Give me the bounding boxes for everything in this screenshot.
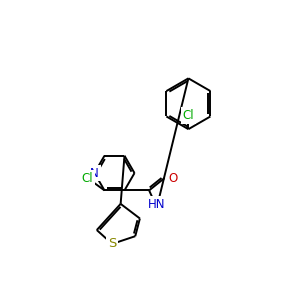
Text: O: O bbox=[168, 172, 178, 184]
Text: Cl: Cl bbox=[82, 172, 93, 184]
Text: Cl: Cl bbox=[183, 109, 194, 122]
Text: S: S bbox=[108, 237, 116, 250]
Text: N: N bbox=[90, 167, 99, 180]
Text: HN: HN bbox=[148, 198, 166, 211]
